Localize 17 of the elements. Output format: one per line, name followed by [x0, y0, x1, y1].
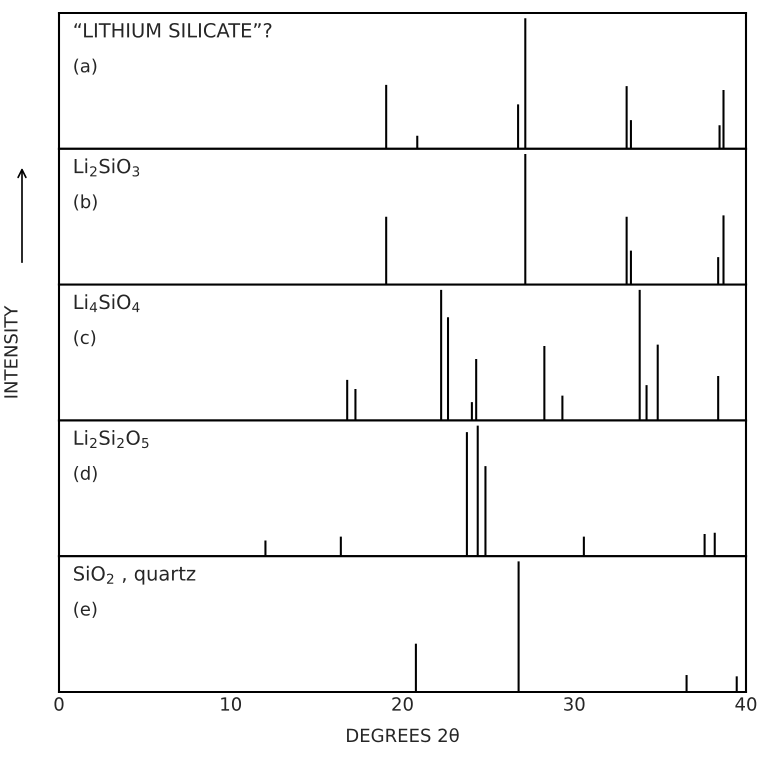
chart-title: “LITHIUM SILICATE”? — [74, 22, 272, 38]
annotation: (c) — [74, 330, 96, 346]
chart-title: Li$_{2}$SiO$_{3}$ — [74, 158, 140, 177]
x-tick-label: 40 — [735, 697, 756, 711]
x-tick-label: 30 — [564, 697, 585, 711]
x-tick-label: 20 — [392, 697, 413, 711]
chart-title: Li$_{2}$Si$_{2}$O$_{5}$ — [74, 430, 148, 448]
annotation: (b) — [74, 194, 97, 210]
chart-title: SiO$_{2}$ , quartz — [74, 566, 196, 585]
annotation: (d) — [74, 466, 97, 482]
x-axis-title: DEGREES 2θ — [347, 728, 459, 742]
x-tick-label: 10 — [221, 697, 242, 711]
y-axis-title: INTENSITY — [4, 306, 18, 398]
x-tick-label: 0 — [54, 697, 64, 711]
annotation: (e) — [74, 602, 96, 618]
chart-title: Li$_{4}$SiO$_{4}$ — [74, 294, 140, 312]
annotation: (a) — [74, 58, 96, 75]
